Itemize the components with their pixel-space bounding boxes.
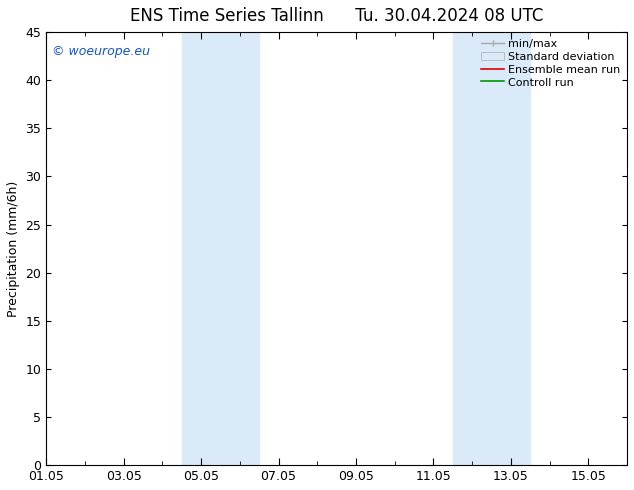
Y-axis label: Precipitation (mm/6h): Precipitation (mm/6h) <box>7 180 20 317</box>
Bar <box>182 32 259 465</box>
Legend: min/max, Standard deviation, Ensemble mean run, Controll run: min/max, Standard deviation, Ensemble me… <box>477 34 625 92</box>
Bar <box>453 32 530 465</box>
Title: ENS Time Series Tallinn      Tu. 30.04.2024 08 UTC: ENS Time Series Tallinn Tu. 30.04.2024 0… <box>130 7 543 25</box>
Text: © woeurope.eu: © woeurope.eu <box>52 45 150 58</box>
